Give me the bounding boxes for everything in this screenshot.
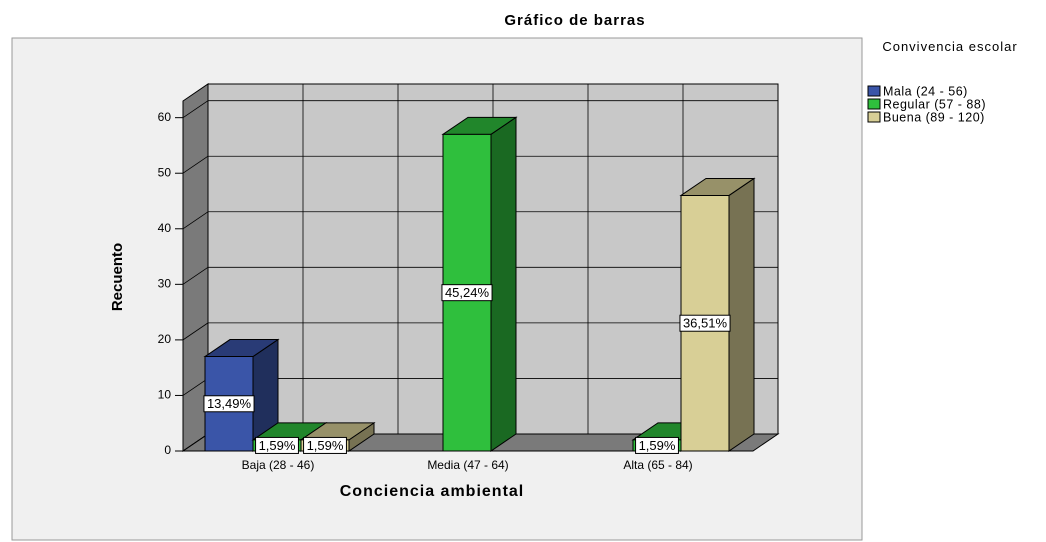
value-label: 36,51% — [683, 316, 728, 331]
grid-line — [182, 322, 209, 341]
y-tick-label: 60 — [158, 110, 172, 124]
grid-line — [182, 155, 209, 174]
grid-line — [182, 211, 209, 230]
value-label: 45,24% — [445, 285, 490, 300]
x-tick-label: Media (47 - 64) — [427, 458, 508, 472]
legend-label: Mala (24 - 56) — [883, 84, 968, 98]
y-axis-title: Recuento — [109, 243, 126, 311]
value-label: 1,59% — [639, 438, 676, 453]
value-label: 1,59% — [307, 438, 344, 453]
legend-swatch — [867, 98, 881, 110]
value-label-box — [255, 436, 299, 454]
legend-title: Convivencia escolar — [882, 39, 1018, 54]
value-label: 1,59% — [259, 438, 296, 453]
value-label: 13,49% — [207, 396, 252, 411]
value-label-box — [679, 314, 731, 332]
chart-title: Gráfico de barras — [504, 12, 645, 29]
y-tick-label: 20 — [158, 332, 172, 346]
legend-swatch — [867, 85, 881, 97]
y-tick-label: 50 — [158, 165, 172, 179]
value-label-box — [635, 436, 679, 454]
y-tick-label: 40 — [158, 221, 172, 235]
x-axis-title: Conciencia ambiental — [340, 483, 525, 500]
legend-swatch — [867, 111, 881, 123]
grid-line — [182, 100, 209, 118]
grid-line — [182, 267, 209, 285]
value-label-box — [203, 395, 255, 413]
y-tick-label: 0 — [164, 443, 171, 457]
value-label-box — [441, 284, 493, 302]
y-tick-label: 10 — [158, 388, 172, 402]
x-tick-label: Baja (28 - 46) — [242, 458, 315, 472]
grid-line — [182, 378, 209, 396]
legend-label: Buena (89 - 120) — [883, 110, 985, 124]
value-label-box — [303, 436, 347, 454]
grid-line — [182, 433, 209, 452]
legend-label: Regular (57 - 88) — [883, 97, 986, 111]
y-tick-label: 30 — [158, 277, 172, 291]
x-tick-label: Alta (65 - 84) — [623, 458, 692, 472]
bar-side — [490, 116, 517, 452]
bar-side — [728, 177, 755, 452]
